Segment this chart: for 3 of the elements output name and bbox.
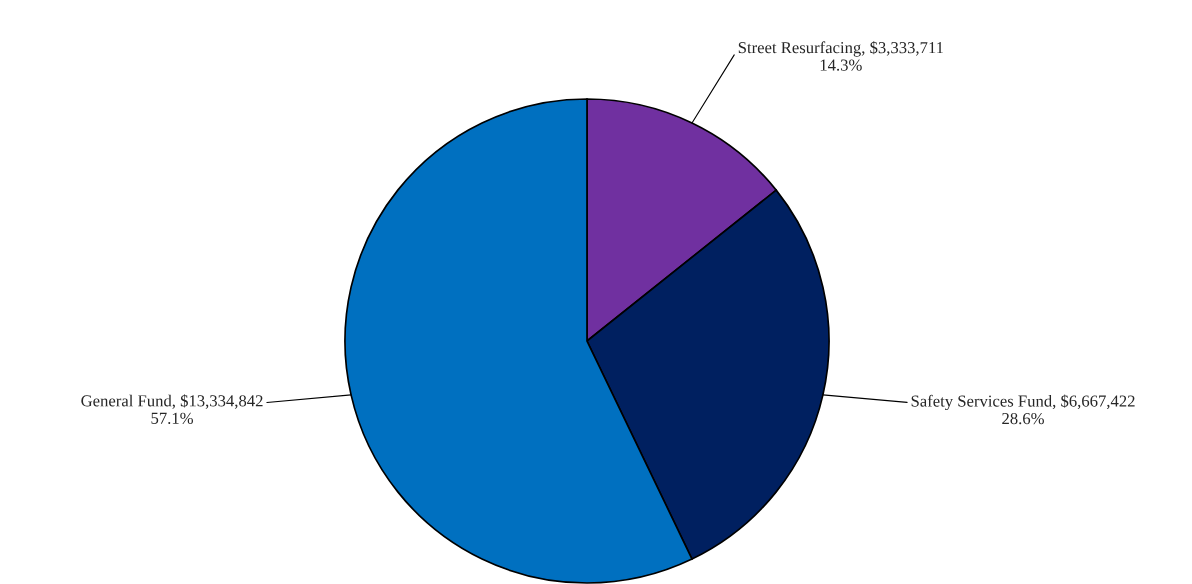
slice-label: Street Resurfacing, $3,333,711 14.3% <box>738 41 943 71</box>
slice-label: Safety Services Fund, $6,667,422 28.6% <box>911 394 1135 425</box>
slice-label: General Fund, $13,334,842 57.1% <box>81 394 263 424</box>
